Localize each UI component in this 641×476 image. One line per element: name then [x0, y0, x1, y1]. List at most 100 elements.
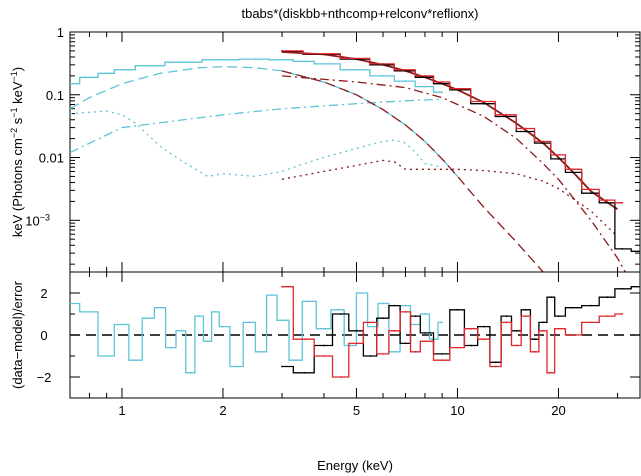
residual-series-point [180, 329, 182, 332]
spectrum-series-point [303, 60, 306, 63]
residual-series-point [470, 327, 473, 330]
spectrum-y-tick-label: 1 [57, 25, 64, 40]
residual-series-point [70, 302, 71, 305]
residual-series-point [323, 355, 325, 357]
spectrum-panel: 1 0.1 0.01 10−3 [25, 25, 641, 273]
residual-series-point [295, 359, 297, 362]
spectrum-series-point [525, 130, 527, 133]
spectrum-y-axis-title: keV (Photons cm−2 s−1 keV−1) [9, 67, 25, 237]
spectrum-series-point [424, 75, 426, 77]
residual-series-point [159, 306, 162, 309]
spectrum-series-point [222, 58, 224, 61]
x-tick-label: 2 [219, 403, 226, 418]
spectrum-series-point [606, 199, 609, 202]
residual-series-point [542, 321, 544, 324]
spectrum-series-point [505, 113, 508, 116]
residual-series-point [414, 350, 417, 353]
residuals-y-axis-title: (data−model)/error [10, 280, 25, 389]
residual-series-point [307, 300, 310, 303]
spectrum-series-point [571, 168, 574, 171]
spectrum-series-point [639, 250, 640, 253]
spectrum-series-point [355, 68, 358, 71]
spectrum-series-point [70, 82, 71, 85]
x-tick-label: 20 [551, 403, 565, 418]
residual-series-point [361, 292, 364, 294]
spectrum-series-line [70, 58, 443, 93]
residual-series-point [424, 340, 426, 343]
spectrum-series-line [70, 110, 443, 178]
residual-series-point [590, 304, 592, 307]
residual-series-point [340, 313, 342, 315]
spectrum-series-point [281, 50, 283, 52]
residual-series-point [414, 323, 417, 326]
residual-series-point [147, 317, 150, 320]
spectrum-series-point [483, 100, 485, 103]
spectrum-series-line [70, 98, 443, 154]
residual-series-point [571, 306, 574, 309]
spectrum-series-point [323, 52, 325, 55]
residual-series-point [340, 376, 342, 378]
x-tick-label: 10 [450, 403, 464, 418]
residual-series-point [121, 323, 123, 326]
residuals-panel: 20−2 1 2 5 10 20 [37, 32, 641, 418]
spectrum-series-point [456, 87, 459, 90]
residual-series-point [494, 365, 497, 368]
residual-series-point [505, 321, 508, 324]
residuals-y-tick-label: 2 [40, 286, 47, 301]
residual-series-point [88, 311, 91, 313]
residual-series-point [550, 296, 552, 299]
residual-series-point [483, 325, 485, 328]
spectrum-series-point [88, 76, 91, 79]
spectrum-series [70, 50, 640, 272]
residual-series-point [355, 342, 358, 345]
residual-series-point [323, 327, 325, 330]
spectrum-series-point [441, 91, 443, 94]
spectrum-series-point [382, 75, 384, 77]
spectrum-series-point [525, 127, 527, 130]
residual-series-point [206, 340, 209, 343]
spectrum-series-point [557, 158, 560, 160]
residual-series-point [281, 285, 283, 288]
residual-series-point [621, 313, 624, 315]
spectrum-series-point [105, 72, 108, 75]
residual-series-point [525, 308, 527, 311]
residual-series-point [404, 342, 407, 345]
residual-series-point [372, 325, 374, 328]
residual-series-line [282, 286, 640, 374]
spectrum-series-point [557, 154, 560, 156]
residual-series-point [424, 332, 426, 334]
residual-series-point [105, 355, 108, 357]
spectrum-series-point [606, 201, 609, 204]
residual-series-point [260, 350, 263, 353]
x-ticks: 1 2 5 10 20 [69, 32, 619, 418]
residual-series-point [382, 353, 384, 355]
residual-series-point [525, 315, 527, 317]
residual-series-point [550, 371, 552, 374]
residual-series-point [198, 315, 201, 317]
residual-series-point [456, 346, 459, 349]
residuals-series [70, 285, 640, 378]
residual-series-point [621, 287, 624, 290]
x-tick-label: 1 [118, 403, 125, 418]
residual-series-point [505, 315, 508, 317]
residual-series-point [369, 321, 372, 324]
spectrum-series-point [621, 201, 624, 204]
residual-series-point [606, 296, 609, 299]
x-tick-label: 5 [353, 403, 360, 418]
spectrum-series-point [180, 61, 182, 64]
residual-series-point [271, 294, 273, 296]
residual-series-point [281, 319, 283, 322]
residual-series-point [248, 321, 251, 324]
spectrum-y-tick-label: 0.1 [46, 88, 64, 103]
spectrum-series-point [441, 81, 443, 83]
spectrum-series-point [542, 140, 544, 143]
spectrum-y-tick-label: 0.01 [39, 151, 64, 166]
spectrum-series-line [281, 51, 619, 210]
residual-series-point [189, 371, 192, 374]
spectrum-series-point [424, 76, 426, 79]
residual-series-point [393, 350, 396, 353]
residual-series-point [557, 315, 560, 317]
spectrum-series-line [281, 159, 618, 238]
spectrum-series-line [281, 75, 626, 272]
residual-series-point [355, 329, 358, 332]
